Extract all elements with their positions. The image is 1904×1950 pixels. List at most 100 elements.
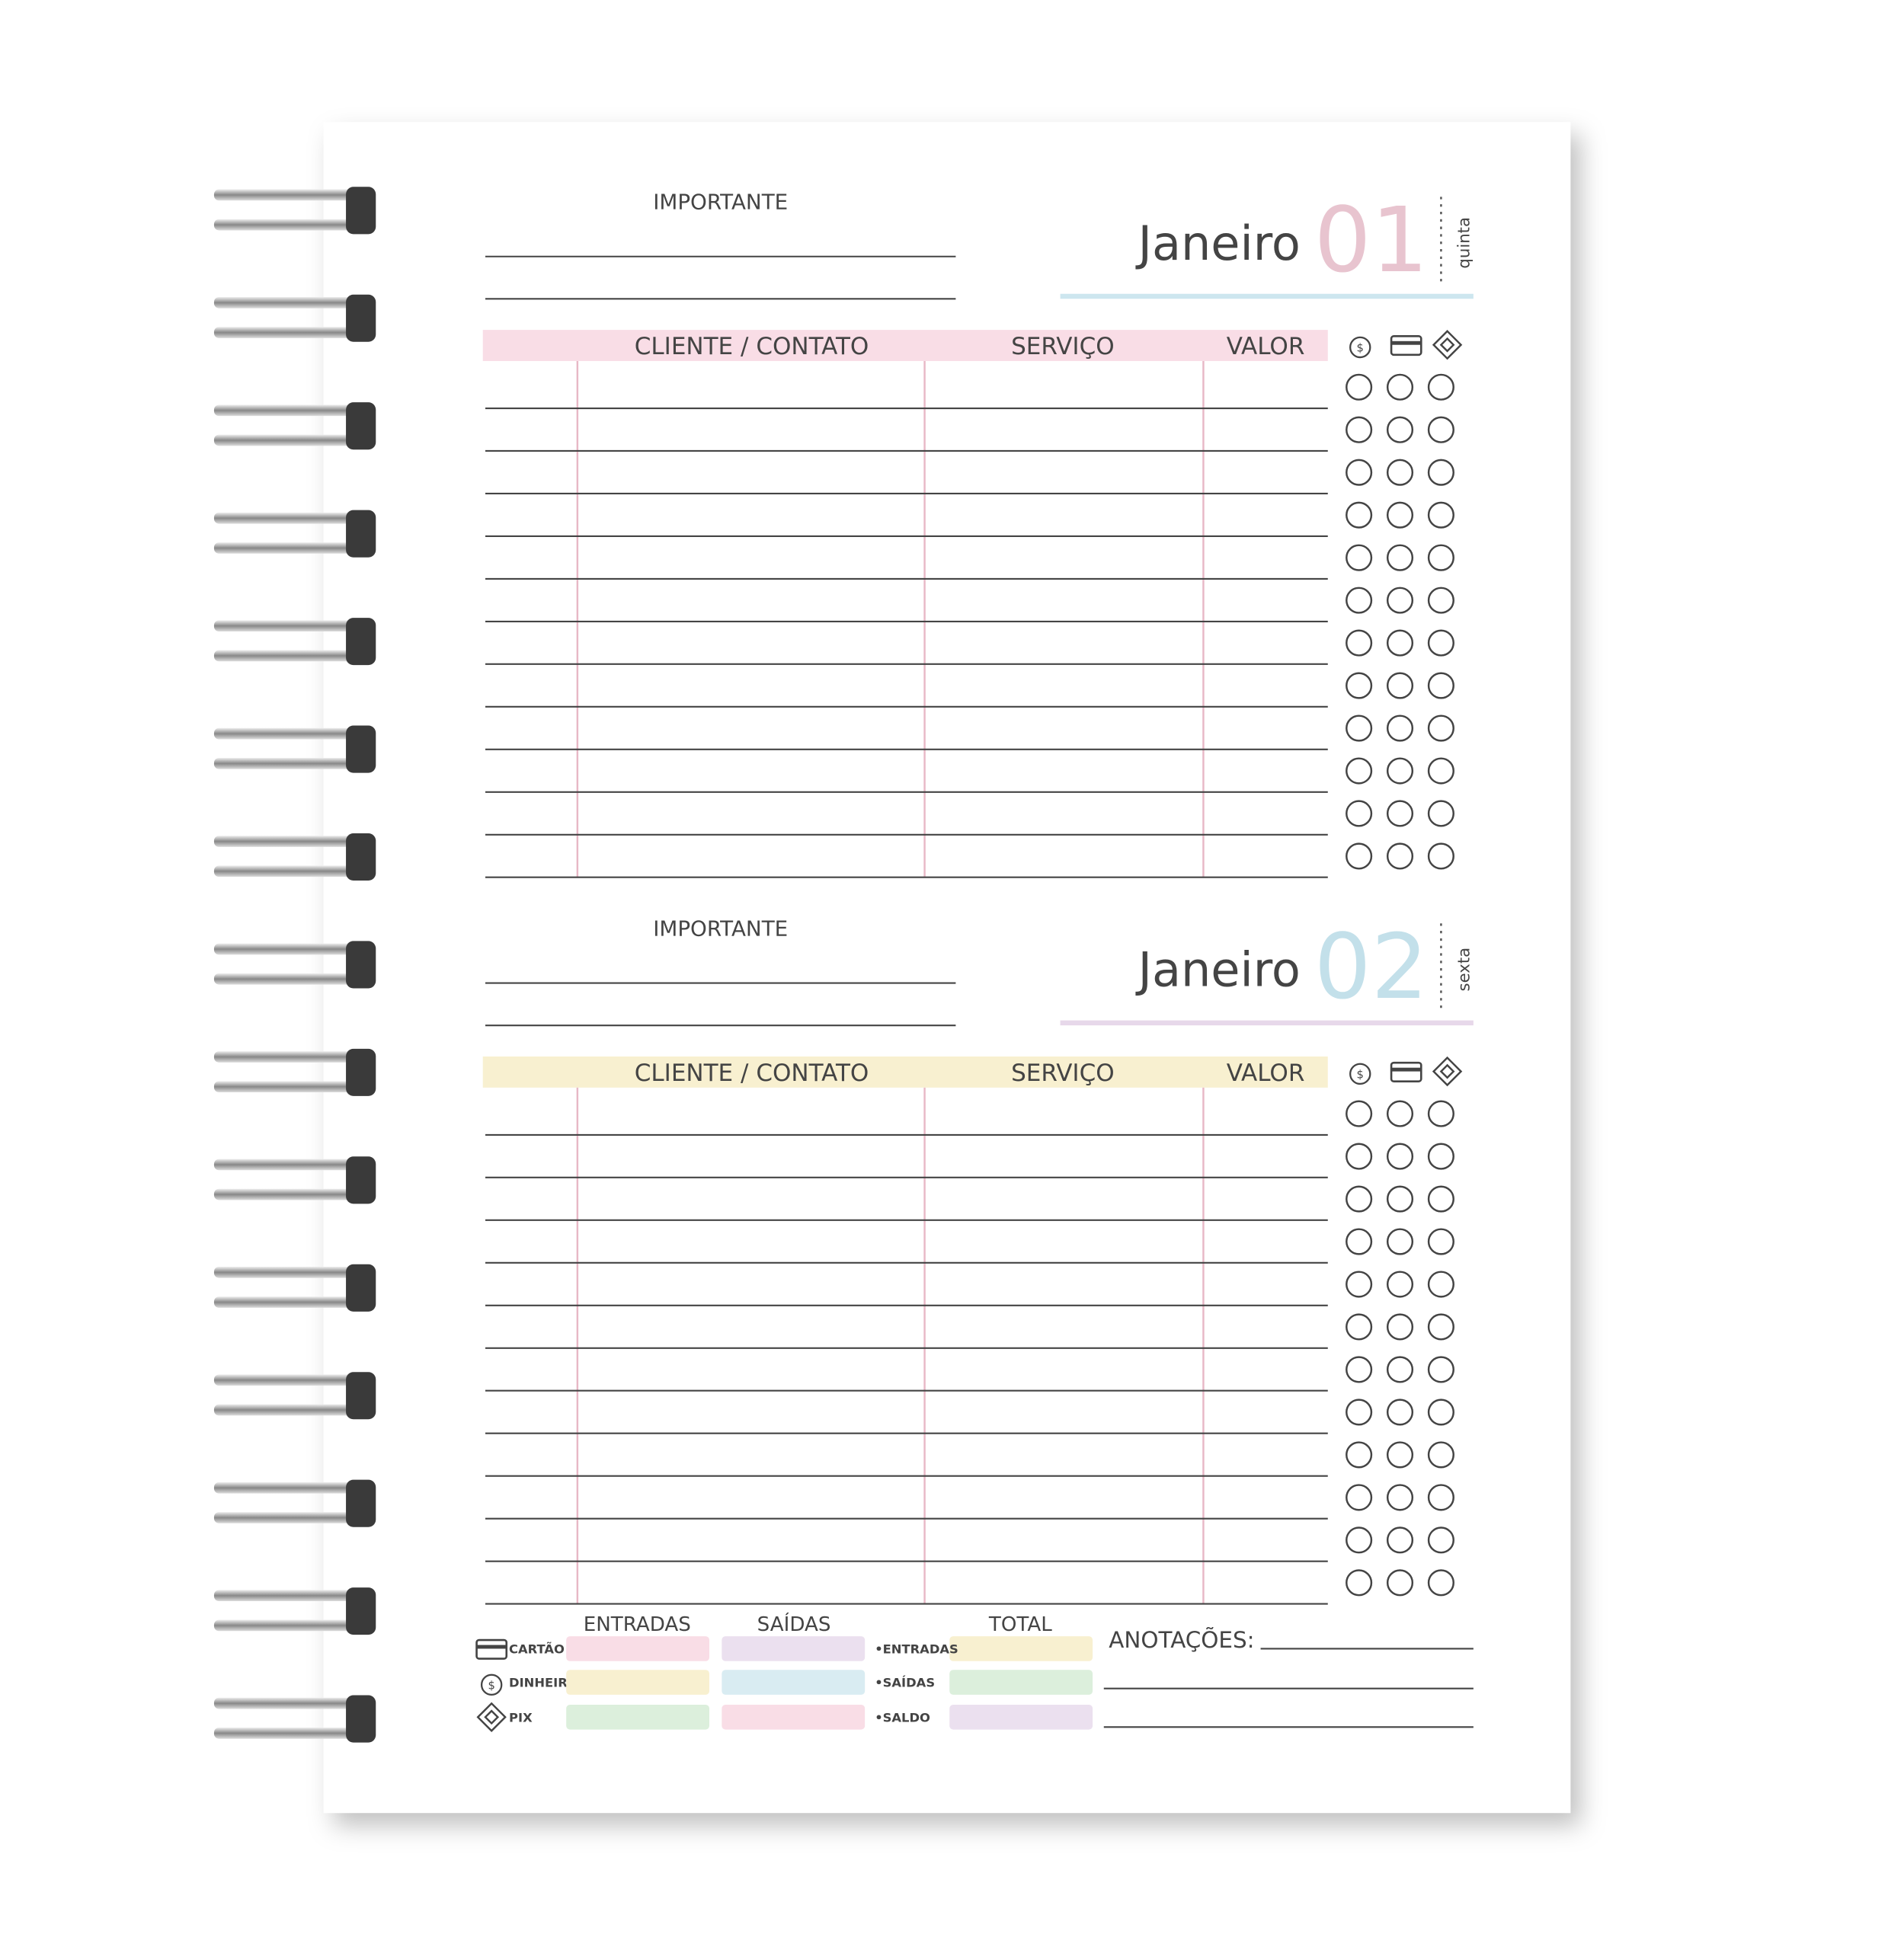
- checkbox: [1386, 629, 1414, 657]
- checkbox: [1346, 1143, 1373, 1170]
- checkbox: [1427, 800, 1454, 827]
- ring-end: [346, 1372, 376, 1420]
- checkbox: [1427, 672, 1454, 699]
- checkbox: [1386, 373, 1414, 401]
- pix-icon: [1432, 330, 1463, 360]
- ring: [213, 943, 373, 955]
- ring: [213, 650, 373, 662]
- ring-end: [346, 725, 376, 773]
- total-label: •SAÍDAS: [875, 1676, 935, 1690]
- checkbox: [1386, 1526, 1414, 1554]
- checkbox: [1346, 1185, 1373, 1213]
- checkbox: [1386, 1100, 1414, 1127]
- checkbox: [1427, 416, 1454, 443]
- checkbox: [1346, 459, 1373, 486]
- checkbox: [1346, 1271, 1373, 1298]
- important-label: IMPORTANTE: [653, 190, 788, 215]
- card-icon: [1390, 1061, 1422, 1082]
- summary-cell: [722, 1670, 866, 1695]
- checkbox: [1346, 629, 1373, 657]
- checkbox: [1427, 1313, 1454, 1341]
- checkbox: [1427, 587, 1454, 614]
- checkbox: [1346, 1569, 1373, 1597]
- checkbox: [1386, 544, 1414, 571]
- summary-cell: [722, 1636, 866, 1661]
- checkbox: [1427, 629, 1454, 657]
- checkbox: [1427, 459, 1454, 486]
- checkbox: [1386, 757, 1414, 785]
- checkbox: [1427, 1441, 1454, 1469]
- ring-end: [346, 1479, 376, 1527]
- column-header: SERVIÇO: [1011, 1060, 1115, 1087]
- checkbox: [1346, 1313, 1373, 1341]
- ring: [213, 1404, 373, 1416]
- ring: [213, 542, 373, 554]
- card-stripe: [1391, 340, 1422, 345]
- cash-icon: [480, 1673, 503, 1696]
- checkbox: [1386, 842, 1414, 870]
- cash-icon-sign: $: [488, 1679, 494, 1692]
- spiral: [213, 187, 376, 1743]
- checkbox: [1346, 544, 1373, 571]
- total-label: •SALDO: [875, 1710, 930, 1725]
- ring-end: [346, 618, 376, 666]
- ring: [213, 296, 373, 308]
- header-band: [482, 330, 1328, 361]
- checkbox: [1427, 757, 1454, 785]
- checkbox: [1427, 1569, 1454, 1597]
- month: Janeiro: [1135, 942, 1301, 998]
- checkbox: [1346, 587, 1373, 614]
- checkbox: [1386, 1441, 1414, 1469]
- checkbox: [1346, 501, 1373, 529]
- ring: [213, 1697, 373, 1709]
- column-header: VALOR: [1227, 333, 1305, 360]
- checkbox: [1386, 1356, 1414, 1383]
- ring-end: [346, 941, 376, 989]
- summary-header: TOTAL: [988, 1613, 1052, 1636]
- ring-end: [346, 1156, 376, 1204]
- checkbox: [1346, 800, 1373, 827]
- ring: [213, 1296, 373, 1308]
- checkbox: [1386, 800, 1414, 827]
- checkbox: [1346, 1228, 1373, 1255]
- checkbox: [1386, 1228, 1414, 1255]
- checkbox: [1427, 1271, 1454, 1298]
- checkbox: [1346, 1526, 1373, 1554]
- method-label: PIX: [509, 1710, 533, 1725]
- ring: [213, 836, 373, 847]
- cash-icon: [1349, 336, 1371, 359]
- ring-end: [346, 1264, 376, 1312]
- checkbox: [1346, 1484, 1373, 1511]
- checkbox: [1386, 714, 1414, 742]
- method-label: DINHEIRO: [509, 1676, 578, 1690]
- notes-label: ANOTAÇÕES:: [1109, 1626, 1254, 1653]
- ring-end: [346, 187, 376, 235]
- column-header: CLIENTE / CONTATO: [635, 333, 869, 360]
- checkbox: [1427, 842, 1454, 870]
- day-number: 02: [1314, 915, 1429, 1019]
- checkbox: [1346, 1441, 1373, 1469]
- checkbox: [1386, 587, 1414, 614]
- checkbox: [1427, 1356, 1454, 1383]
- cash-icon-sign: $: [1357, 1068, 1364, 1081]
- checkbox: [1346, 1399, 1373, 1426]
- checkbox: [1346, 1100, 1373, 1127]
- card-stripe: [476, 1645, 507, 1649]
- summary-header: SAÍDAS: [757, 1612, 831, 1636]
- ring: [213, 1482, 373, 1494]
- summary-cell: [949, 1670, 1093, 1695]
- ring: [213, 1081, 373, 1093]
- summary-header: ENTRADAS: [584, 1613, 691, 1636]
- checkbox: [1386, 1484, 1414, 1511]
- ring: [213, 434, 373, 446]
- checkbox: [1346, 672, 1373, 699]
- checkbox: [1427, 501, 1454, 529]
- weekday: quinta: [1454, 217, 1474, 269]
- ring: [213, 219, 373, 231]
- ring-end: [346, 294, 376, 342]
- summary-cell: [722, 1704, 866, 1730]
- checkbox: [1346, 757, 1373, 785]
- method-label: CARTÃO: [509, 1642, 565, 1657]
